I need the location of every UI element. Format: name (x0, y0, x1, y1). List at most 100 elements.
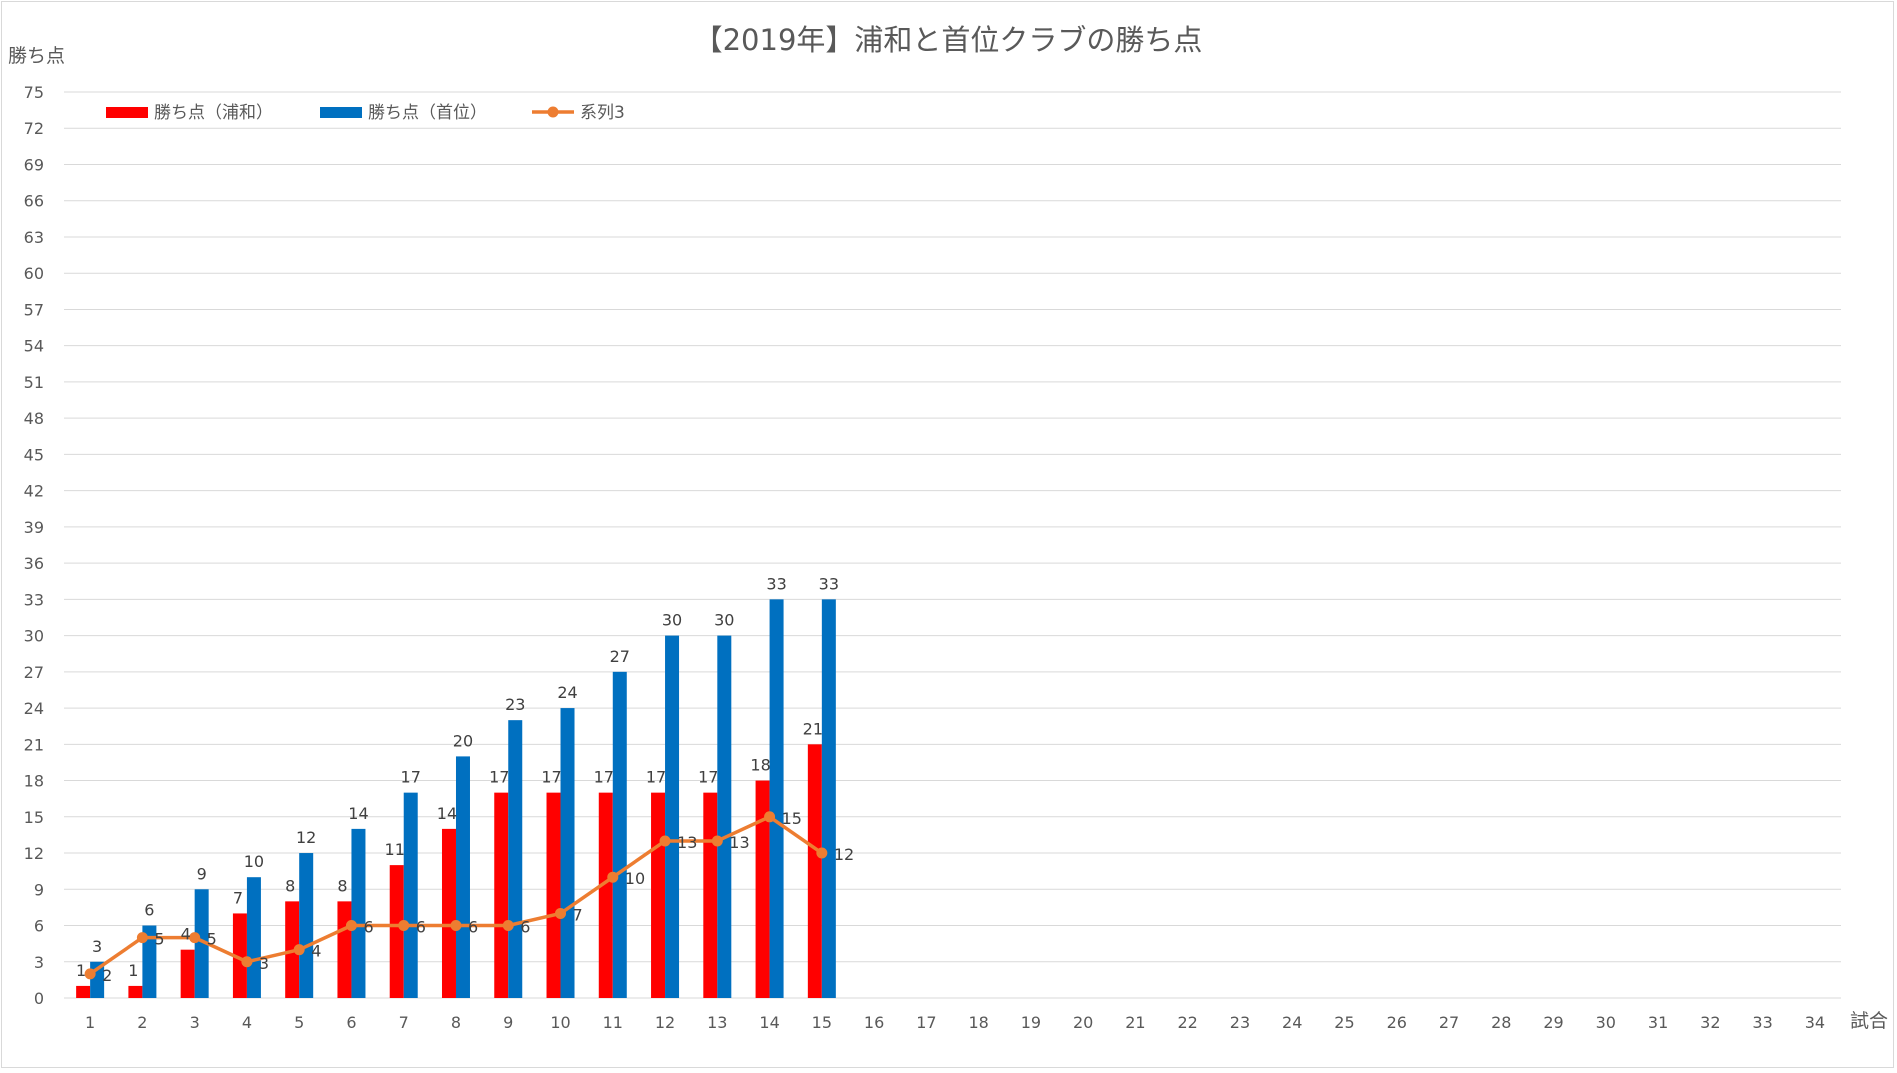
data-label: 17 (698, 768, 718, 787)
bar-urawa (232, 913, 247, 998)
data-label: 17 (541, 768, 561, 787)
data-label: 27 (610, 647, 630, 666)
x-tick-label: 25 (1334, 1013, 1354, 1032)
bar-leader (455, 756, 470, 998)
bar-urawa (76, 985, 91, 998)
series3-point (502, 920, 514, 932)
bar-urawa (755, 780, 770, 998)
data-label: 7 (233, 888, 243, 907)
series3-point (84, 968, 96, 980)
data-label: 6 (416, 918, 426, 937)
data-label: 33 (819, 574, 839, 593)
data-label: 2 (102, 966, 112, 985)
x-tick-label: 14 (759, 1013, 779, 1032)
legend-swatch (106, 107, 148, 118)
x-tick-label: 19 (1021, 1013, 1041, 1032)
x-tick-label: 26 (1387, 1013, 1407, 1032)
series3-point (659, 835, 671, 847)
series3-point (136, 932, 148, 944)
series3-point (189, 932, 201, 944)
data-label: 23 (505, 695, 525, 714)
series3-point (450, 920, 462, 932)
bar-leader (769, 599, 784, 998)
legend-item: 系列3 (532, 103, 625, 123)
data-label: 8 (337, 876, 347, 895)
bar-urawa (389, 865, 404, 998)
data-label: 3 (259, 954, 269, 973)
bar-leader (403, 792, 418, 998)
y-tick-labels: 0369121518212427303336394245485154576063… (24, 83, 44, 1008)
x-axis-label: 試合 (1850, 1010, 1888, 1032)
bar-urawa (807, 744, 822, 998)
data-label: 5 (154, 930, 164, 949)
series3-point (764, 811, 776, 823)
y-tick-label: 72 (24, 119, 44, 138)
y-tick-label: 33 (24, 590, 44, 609)
bar-leader (142, 925, 157, 998)
bar-urawa (546, 792, 561, 998)
y-tick-label: 63 (24, 228, 44, 247)
x-tick-labels: 1 2 3 4 5 6 7 8 9 10 11 12 13 14 15 16 17 18 19 20 21 22 23 24 2… (85, 1013, 1825, 1032)
x-tick-label: 32 (1700, 1013, 1720, 1032)
legend-swatch (320, 107, 362, 118)
bar-urawa (441, 828, 456, 998)
y-tick-label: 30 (24, 627, 44, 646)
data-label: 14 (437, 804, 457, 823)
y-tick-label: 42 (24, 482, 44, 501)
data-label: 11 (385, 840, 405, 859)
data-label: 21 (803, 719, 823, 738)
data-label: 3 (92, 937, 102, 956)
chart-title: 【2019年】浦和と首位クラブの勝ち点 (694, 23, 1203, 57)
x-tick-label: 5 (294, 1013, 304, 1032)
y-tick-label: 39 (24, 518, 44, 537)
bar-urawa (128, 985, 143, 998)
y-tick-label: 60 (24, 264, 44, 283)
data-label: 4 (311, 942, 321, 961)
data-label: 6 (144, 901, 154, 920)
series3-point (398, 920, 410, 932)
x-tick-label: 30 (1596, 1013, 1616, 1032)
data-label: 30 (714, 611, 734, 630)
data-label: 9 (197, 864, 207, 883)
x-tick-label: 33 (1752, 1013, 1772, 1032)
y-tick-label: 24 (24, 699, 44, 718)
y-tick-label: 54 (24, 337, 44, 356)
legend-label: 勝ち点（浦和） (154, 103, 273, 123)
legend: 勝ち点（浦和） 勝ち点（首位） 系列3 (106, 103, 625, 123)
bar-leader (612, 671, 627, 998)
x-tick-label: 11 (603, 1013, 623, 1032)
data-label: 33 (766, 574, 786, 593)
x-tick-label: 23 (1230, 1013, 1250, 1032)
bar-urawa (598, 792, 613, 998)
legend-label: 勝ち点（首位） (368, 103, 487, 123)
bar-leader (194, 889, 209, 998)
data-label: 8 (285, 876, 295, 895)
y-tick-label: 57 (24, 300, 44, 319)
data-label: 15 (782, 809, 802, 828)
series3-point (816, 847, 828, 859)
bar-urawa (651, 792, 666, 998)
data-label: 10 (244, 852, 264, 871)
data-label: 20 (453, 731, 473, 750)
legend-marker (547, 106, 559, 118)
data-label: 12 (834, 845, 854, 864)
data-label: 6 (363, 918, 373, 937)
y-tick-label: 66 (24, 192, 44, 211)
x-tick-label: 29 (1543, 1013, 1563, 1032)
x-tick-label: 31 (1648, 1013, 1668, 1032)
x-tick-label: 21 (1125, 1013, 1145, 1032)
y-tick-label: 27 (24, 663, 44, 682)
y-tick-label: 75 (24, 83, 44, 102)
bar-leader (665, 635, 680, 998)
x-tick-label: 28 (1491, 1013, 1511, 1032)
bar-urawa (494, 792, 509, 998)
x-tick-label: 16 (864, 1013, 884, 1032)
bar-leader (717, 635, 732, 998)
data-label: 13 (677, 833, 697, 852)
bar-leader (351, 828, 366, 998)
bar-leader (508, 720, 523, 998)
bar-leader (560, 708, 575, 998)
line-series (84, 811, 828, 980)
